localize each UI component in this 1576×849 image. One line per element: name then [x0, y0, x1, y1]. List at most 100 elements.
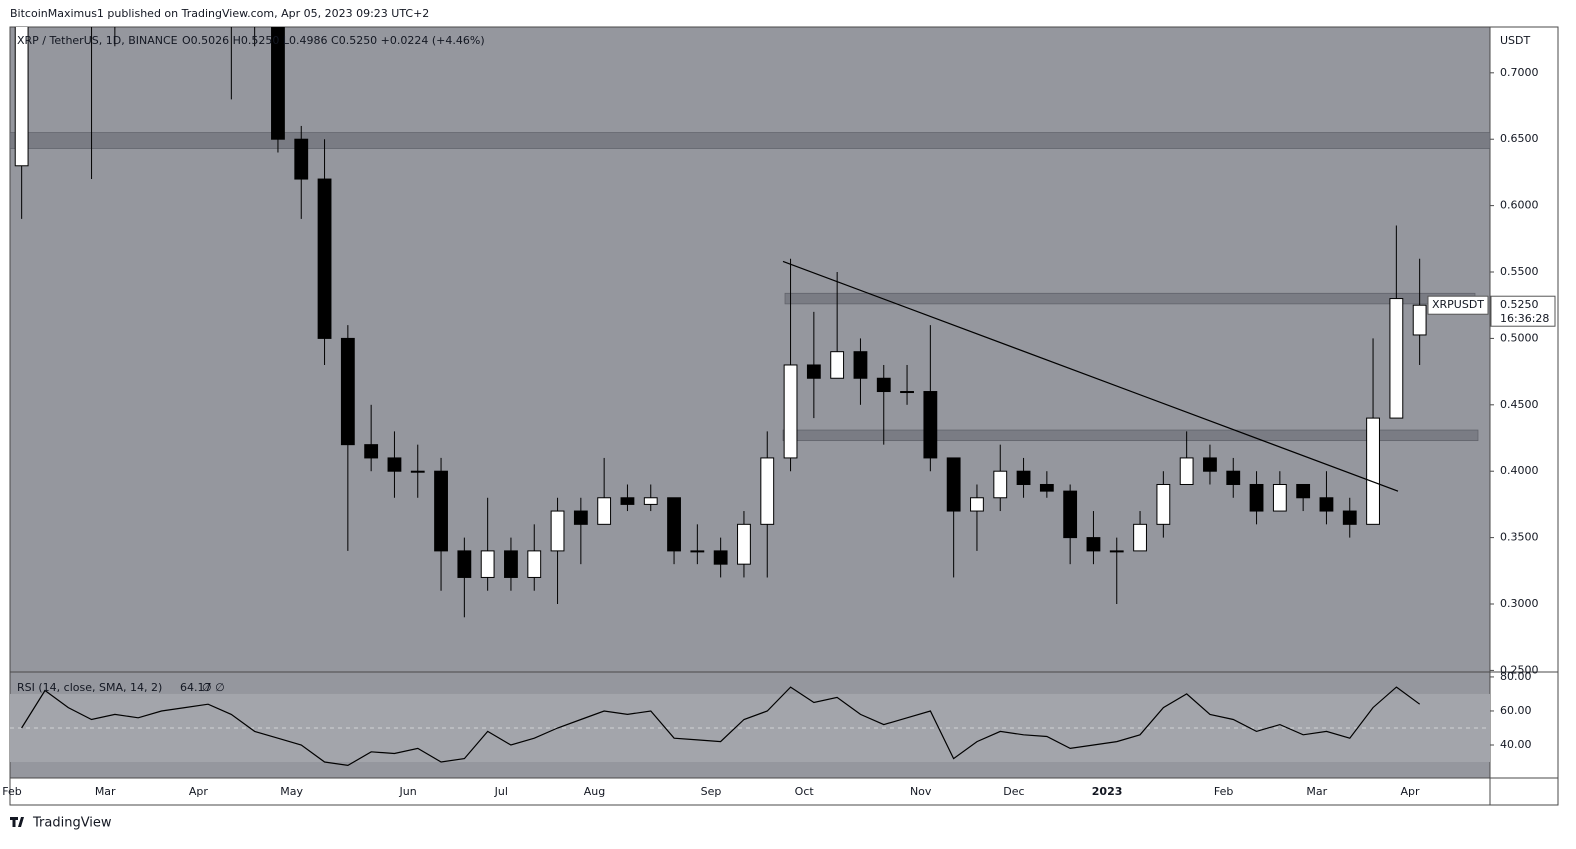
candle-body	[480, 550, 495, 578]
candle-body	[410, 470, 425, 473]
candle-body	[876, 377, 891, 393]
candle-body	[1272, 483, 1287, 512]
candle-body	[1063, 490, 1078, 539]
rsi-value: 64.17	[180, 681, 212, 694]
y-tick-label: 0.3500	[1500, 531, 1539, 544]
candle-body	[225, 0, 238, 6]
candle-body	[457, 550, 472, 578]
candle-body	[317, 178, 332, 339]
unit-label: USDT	[1500, 34, 1531, 47]
candle-body	[294, 138, 309, 180]
candle-body	[946, 457, 961, 512]
symbol-tag-box	[1427, 295, 1489, 315]
candle-body	[1016, 470, 1031, 485]
candle-body	[597, 497, 612, 525]
candle-body	[737, 523, 751, 565]
candle-body	[853, 351, 868, 379]
candle-body	[1366, 417, 1380, 525]
candle-body	[1203, 457, 1217, 472]
candle-body	[387, 457, 402, 472]
y-tick-label: 0.3000	[1500, 597, 1539, 610]
candle-body	[550, 510, 565, 552]
candle-body	[573, 510, 588, 525]
candles-group	[10, 0, 1490, 618]
rsi-extra: ∅ ∅	[202, 681, 225, 694]
candle-body	[713, 550, 728, 565]
candle-body	[14, 27, 29, 167]
rsi-group	[10, 686, 1490, 767]
x-tick-label: Feb	[1214, 785, 1233, 798]
candle-body	[364, 444, 379, 459]
candle-body	[434, 470, 448, 552]
countdown: 16:36:28	[1500, 312, 1549, 325]
candle-body	[690, 550, 705, 553]
candle-body	[900, 391, 914, 394]
price-tag: 0.5250	[1500, 298, 1539, 311]
candle-body	[1109, 550, 1124, 553]
zone	[784, 292, 1476, 305]
y-tick-label: 0.4500	[1500, 398, 1539, 411]
candle-body	[504, 550, 518, 578]
candle-body	[1226, 470, 1241, 485]
rsi-tick-label: 40.00	[1500, 738, 1532, 751]
y-tick-label: 0.2500	[1500, 663, 1539, 676]
candle-body	[1412, 304, 1427, 336]
candle-body	[830, 351, 845, 379]
candle-body	[620, 497, 635, 505]
x-tick-label: May	[280, 785, 303, 798]
candle-body	[783, 364, 798, 459]
header: BitcoinMaximus1 published on TradingView…	[10, 7, 429, 20]
x-tick-label: Mar	[1306, 785, 1327, 798]
x-tick-label: Jun	[399, 785, 417, 798]
candle-body	[923, 391, 938, 459]
x-tick-label: Dec	[1003, 785, 1024, 798]
candle-body	[1039, 483, 1054, 492]
zone	[10, 132, 1490, 149]
candle-body	[1179, 457, 1194, 485]
footer-logo: TradingView	[32, 816, 112, 831]
x-tick-label: Sep	[701, 785, 722, 798]
candle-body	[643, 497, 658, 505]
frame	[9, 26, 1559, 806]
y-tick-label: 0.6500	[1500, 132, 1539, 145]
x-tick-label: Oct	[795, 785, 815, 798]
candle-body	[1086, 537, 1101, 552]
rsi-line	[21, 686, 1421, 767]
rsi-label: RSI (14, close, SMA, 14, 2)	[17, 681, 162, 694]
price-pane	[10, 27, 1490, 672]
candle-body	[527, 550, 542, 578]
rsi-tick-label: 60.00	[1500, 704, 1532, 717]
candle-body	[667, 497, 681, 552]
trendline	[782, 260, 1399, 492]
x-tick-label: Apr	[1400, 785, 1420, 798]
x-tick-label: Jul	[494, 785, 508, 798]
symbol-tag: XRPUSDT	[1432, 298, 1484, 311]
y-tick-label: 0.7000	[1500, 66, 1539, 79]
candle-body	[760, 457, 775, 525]
candle-body	[1156, 483, 1171, 525]
y-tick-label: 0.5500	[1500, 265, 1539, 278]
candle-body	[340, 337, 355, 446]
ohlc-legend: O0.5026 H0.5250 L0.4986 C0.5250 +0.0224 …	[182, 34, 485, 47]
candle-body	[1342, 510, 1357, 525]
candle-body	[806, 364, 821, 379]
x-tick-label: Mar	[95, 785, 116, 798]
candle-body	[993, 470, 1008, 499]
symbol-title: XRP / TetherUS, 1D, BINANCE	[17, 34, 178, 47]
candle-body	[1319, 497, 1334, 512]
candle-body	[1296, 483, 1311, 499]
price-tag-box	[1490, 295, 1556, 327]
x-tick-label: Feb	[2, 785, 21, 798]
x-tick-label: Nov	[910, 785, 932, 798]
y-tick-label: 0.6000	[1500, 199, 1539, 212]
candle-body	[1133, 523, 1147, 552]
candle-body	[970, 497, 984, 512]
y-tick-label: 0.5000	[1500, 331, 1539, 344]
x-tick-label: Apr	[189, 785, 209, 798]
rsi-tick-label: 80.00	[1500, 670, 1532, 683]
overlay: 0.2500 0.3000 0.3500 0.4000 0.4500 0.5000 0.55…	[2, 66, 1556, 798]
x-tick-label: Aug	[584, 785, 605, 798]
candle-body	[248, 0, 261, 6]
